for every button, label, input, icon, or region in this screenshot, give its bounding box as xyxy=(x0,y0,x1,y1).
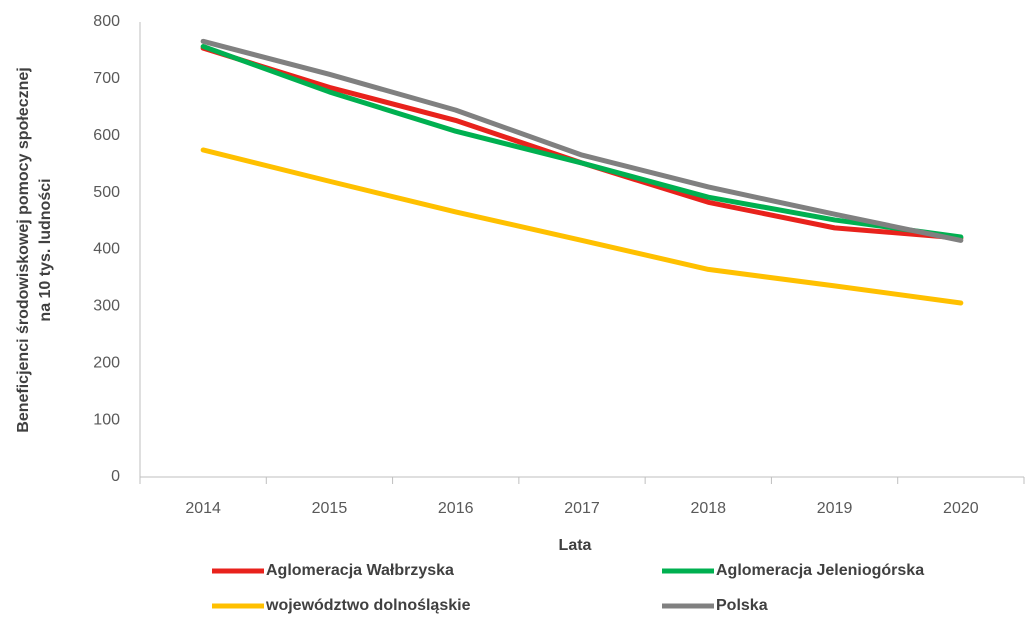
x-tick-label: 2014 xyxy=(185,500,221,517)
y-tick-label: 700 xyxy=(93,70,120,87)
series-line xyxy=(200,147,964,306)
legend-label: Polska xyxy=(716,597,768,614)
y-tick-label: 400 xyxy=(93,241,120,258)
y-tick-label: 200 xyxy=(93,354,120,371)
series-line xyxy=(200,43,964,240)
x-axis-title: Lata xyxy=(559,537,592,554)
y-axis-title-line: Beneficjenci środowiskowej pomocy społec… xyxy=(15,67,32,432)
series-line xyxy=(200,38,964,243)
y-axis-title: Beneficjenci środowiskowej pomocy społec… xyxy=(15,67,54,432)
x-tick-label: 2019 xyxy=(817,500,853,517)
x-tick-label: 2018 xyxy=(690,500,726,517)
series-line xyxy=(200,45,964,241)
x-tick-label: 2015 xyxy=(312,500,348,517)
legend-label: Aglomeracja Jeleniogórska xyxy=(716,562,924,579)
y-tick-label: 100 xyxy=(93,411,120,428)
y-tick-label: 300 xyxy=(93,298,120,315)
x-tick-label: 2020 xyxy=(943,500,979,517)
x-tick-label: 2016 xyxy=(438,500,474,517)
x-tick-label: 2017 xyxy=(564,500,600,517)
y-tick-label: 500 xyxy=(93,184,120,201)
y-tick-label: 0 xyxy=(111,468,120,485)
legend-label: województwo dolnośląskie xyxy=(265,597,471,614)
y-axis-title-line: na 10 tys. ludności xyxy=(37,178,54,321)
y-tick-label: 600 xyxy=(93,127,120,144)
legend-label: Aglomeracja Wałbrzyska xyxy=(266,562,454,579)
y-tick-label: 800 xyxy=(93,13,120,30)
